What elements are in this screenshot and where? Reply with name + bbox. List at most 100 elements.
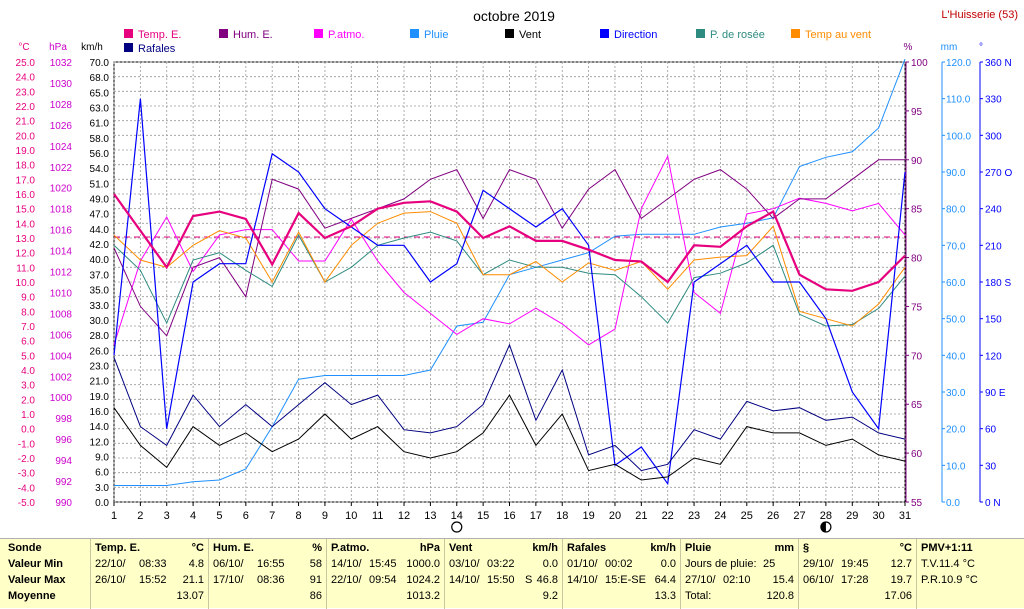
new-moon-icon [451,521,463,533]
dir-tick-label: 300 [985,131,1002,142]
temp-tick-label: -2.0 [18,454,36,465]
axis-unit-labels: °C hPa km/h % mm ° [18,42,983,53]
legend-label: Hum. E. [233,29,273,41]
hum-unit: % [904,42,913,53]
temp-min-date: 22/10/ [95,558,126,570]
wind-max-value: 46.8 [536,574,558,586]
hum-max-time: 08:36 [257,574,285,586]
dir-tick-label: 30 [985,461,997,472]
hum-mean-value: 86 [309,590,322,602]
wind-tick-label: 35.0 [90,286,110,297]
wind-tick-label: 58.0 [90,134,110,145]
wind-tick-label: 28.0 [90,331,110,342]
wind-mean-value: 9.2 [542,590,558,602]
weather-chart: 1 2 3 4 5 6 7 8 9 10 11 12 13 14 15 16 17 18 19 20 21 22 23 24 2… [16,8,1018,533]
temp-tick-label: -5.0 [18,498,36,509]
pressure-tick-label: 1030 [50,79,73,90]
legend-swatch [124,43,133,52]
wind-tick-label: 0.0 [95,498,109,509]
temp-tick-label: 17.0 [16,175,36,186]
direction-series-line [113,98,906,486]
temp-tick-label: 22.0 [16,102,36,113]
row-label-min: Valeur Min [8,558,64,570]
station-name: L'Huisserie (53) [941,9,1018,21]
wind-tick-label: 47.0 [90,210,110,221]
wind-tick-label: 26.0 [90,346,110,357]
pressure-tick-label: 1000 [50,393,73,404]
wind-min-time: 03:22 [487,558,515,570]
dir-tick-label: 60 [985,425,997,436]
x-tick-label: 21 [635,510,647,522]
wind-series-line [113,394,906,481]
rain-title: Pluie [685,542,712,554]
pressure-tick-label: 998 [55,414,72,425]
dir-tick-label: 150 [985,315,1002,326]
temp-tick-label: 14.0 [16,219,36,230]
row-label-mean: Moyenne [8,590,56,602]
wind-tick-label: 63.0 [90,104,110,115]
legend-swatch [696,29,705,38]
temp-unit-label: °C [191,542,204,554]
wind-tick-label: 23.0 [90,361,110,372]
rain-tick-label: 20.0 [946,425,966,436]
temp-max-time: 15:52 [139,574,167,586]
x-tick-label: 28 [820,510,832,522]
gust-mean-value: 13.3 [654,590,676,602]
pressure-tick-label: 990 [55,498,72,509]
x-tick-label: 6 [243,510,249,522]
wind-max-date: 14/10/ [449,574,480,586]
pressure-tick-label: 1028 [50,100,73,111]
windchill-series-line [113,211,906,327]
wind-tick-label: 54.0 [90,164,110,175]
x-tick-label: 20 [609,510,621,522]
temp-min-value: 4.8 [188,558,204,570]
gust-max-time: 15:E-SE [605,574,646,586]
legend-label: Temp au vent [805,29,871,41]
wind-tick-label: 3.0 [95,483,109,494]
x-tick-label: 27 [793,510,805,522]
pressure-tick-label: 1008 [50,309,73,320]
gust-min-date: 01/10/ [567,558,598,570]
legend-swatch [124,29,133,38]
press-max-value: 1024.2 [406,574,440,586]
dir-tick-label: 270 O [985,168,1012,179]
temp-tick-label: 4.0 [21,366,35,377]
x-tick-label: 25 [741,510,753,522]
temp-max-value: 21.1 [182,574,204,586]
pressure-tick-label: 1026 [50,121,73,132]
pressure-tick-label: 994 [55,456,72,467]
summary-hum: Hum. E.% 06/10/16:55 58 17/10/08:36 91 86 [208,539,326,609]
hum-tick-label: 100 [911,58,928,69]
legend-label: Pluie [424,29,448,41]
hum-tick-label: 60 [911,449,923,460]
wind-tick-label: 6.0 [95,468,109,479]
x-tick-label: 3 [164,510,170,522]
temp-tick-label: 2.0 [21,395,35,406]
summary-wind: Vent km/h 03/10/03:22 0.0 14/10/15:50 S 46.8… [444,539,562,609]
hum-unit-label: % [312,542,322,554]
rain-max-time: 02:10 [723,574,751,586]
temp-tick-label: -1.0 [18,439,36,450]
dir-tick-label: 360 N [985,58,1012,69]
wind-tick-label: 65.0 [90,88,110,99]
rain-tick-label: 100.0 [946,131,971,142]
gust-title: Rafales [567,542,607,554]
press-title: P.atmo. [331,542,370,554]
temp-tick-label: 0.0 [21,425,35,436]
pmv-line1: T.V.11.4 °C [921,558,975,570]
wind-tick-label: 30.0 [90,316,110,327]
temp-tick-label: 25.0 [16,58,36,69]
hum-title: Hum. E. [213,542,254,554]
temp-tick-label: 8.0 [21,307,35,318]
series-layer [113,58,906,486]
dir-tick-label: 90 E [985,388,1006,399]
hum-max-value: 91 [309,574,322,586]
moon-shade-icon [820,522,826,532]
sect-title: § [803,542,810,554]
gust-max-value: 64.4 [654,574,676,586]
dir-tick-label: 120 [985,351,1002,362]
temp-tick-label: 9.0 [21,293,35,304]
rain-tick-label: 80.0 [946,205,966,216]
legend-swatch [314,29,323,38]
wind-tick-label: 33.0 [90,301,110,312]
